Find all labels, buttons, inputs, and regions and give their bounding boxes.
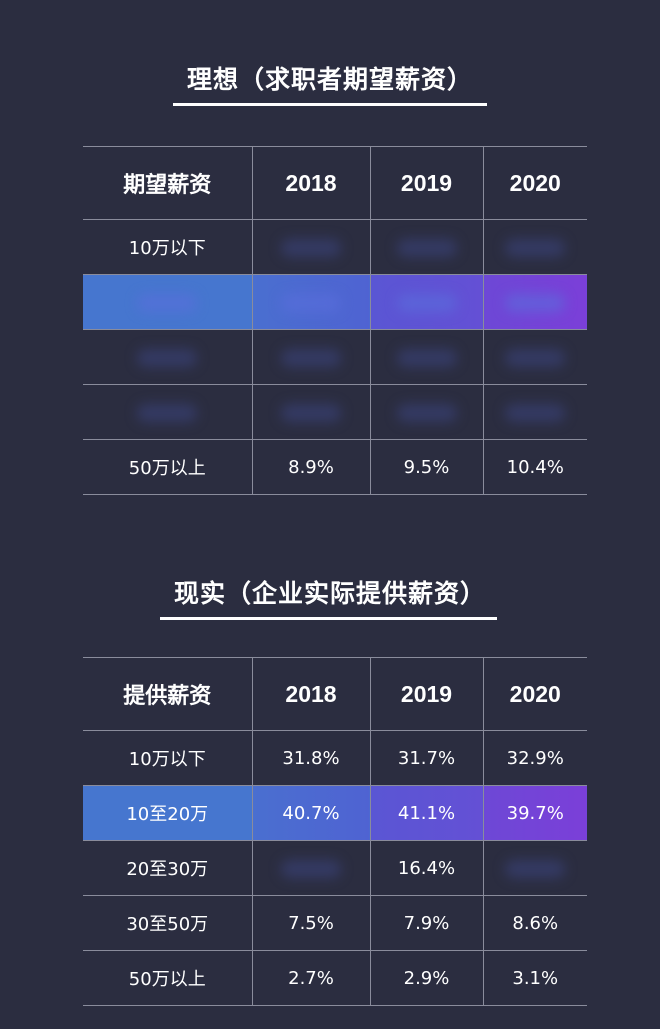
table-row-highlight: 10至20万 40.7% 41.1% 39.7%: [83, 785, 587, 841]
cell-value: 8.6%: [483, 895, 587, 951]
row-label: 10万以下: [83, 730, 253, 786]
cell-value: 3.1%: [483, 950, 587, 1006]
row-label: 10至20万: [83, 785, 253, 841]
table-row: 30至50万 7.5% 7.9% 8.6%: [83, 895, 587, 951]
table-row-highlight: [83, 274, 587, 330]
cell-value: 7.5%: [252, 895, 371, 951]
cell-value: 39.7%: [483, 785, 587, 841]
column-header-2020: 2020: [483, 657, 587, 731]
cell-value: 40.7%: [252, 785, 371, 841]
blurred-cell: [252, 840, 371, 896]
cell-value: 8.9%: [252, 439, 371, 495]
cell-value: 16.4%: [370, 840, 484, 896]
blurred-cell: [370, 219, 484, 275]
reality-salary-table: 提供薪资 2018 2019 2020 10万以下 31.8% 31.7% 32…: [83, 657, 587, 1006]
table-row: [83, 384, 587, 440]
cell-value: 2.9%: [370, 950, 484, 1006]
cell-value: 7.9%: [370, 895, 484, 951]
row-label: 10万以下: [83, 219, 253, 275]
column-header-2020: 2020: [483, 146, 587, 220]
blurred-cell: [370, 274, 484, 330]
table-row: 20至30万 16.4%: [83, 840, 587, 896]
table-header-row: 提供薪资 2018 2019 2020: [83, 657, 587, 731]
blurred-cell: [370, 329, 484, 385]
blurred-cell: [483, 329, 587, 385]
column-header-2019: 2019: [370, 657, 484, 731]
column-header-2018: 2018: [252, 146, 371, 220]
table-header-row: 期望薪资 2018 2019 2020: [83, 146, 587, 220]
table-row: 50万以上 8.9% 9.5% 10.4%: [83, 439, 587, 495]
row-label: 20至30万: [83, 840, 253, 896]
cell-value: 9.5%: [370, 439, 484, 495]
row-label: 50万以上: [83, 439, 253, 495]
ideal-salary-table: 期望薪资 2018 2019 2020 10万以下 50万以上 8.9% 9.5…: [83, 146, 587, 495]
blurred-cell: [83, 329, 253, 385]
blurred-cell: [370, 384, 484, 440]
cell-value: 32.9%: [483, 730, 587, 786]
row-label: 30至50万: [83, 895, 253, 951]
blurred-cell: [483, 219, 587, 275]
cell-value: 10.4%: [483, 439, 587, 495]
section-title-ideal-underline: [173, 103, 487, 106]
row-label: 50万以上: [83, 950, 253, 1006]
section-title-reality-underline: [160, 617, 497, 620]
column-header-range: 期望薪资: [83, 146, 253, 220]
table-row: [83, 329, 587, 385]
section-title-reality: 现实（企业实际提供薪资）: [173, 579, 486, 608]
cell-value: 41.1%: [370, 785, 484, 841]
blurred-cell: [252, 384, 371, 440]
blurred-cell: [483, 274, 587, 330]
table-row: 10万以下 31.8% 31.7% 32.9%: [83, 730, 587, 786]
column-header-2018: 2018: [252, 657, 371, 731]
cell-value: 2.7%: [252, 950, 371, 1006]
table-row: 50万以上 2.7% 2.9% 3.1%: [83, 950, 587, 1006]
cell-value: 31.7%: [370, 730, 484, 786]
table-row: 10万以下: [83, 219, 587, 275]
blurred-cell: [483, 384, 587, 440]
column-header-range: 提供薪资: [83, 657, 253, 731]
blurred-cell: [83, 384, 253, 440]
blurred-cell: [252, 219, 371, 275]
blurred-cell: [252, 329, 371, 385]
section-title-ideal: 理想（求职者期望薪资）: [186, 65, 473, 94]
blurred-cell: [83, 274, 253, 330]
blurred-cell: [483, 840, 587, 896]
column-header-2019: 2019: [370, 146, 484, 220]
blurred-cell: [252, 274, 371, 330]
cell-value: 31.8%: [252, 730, 371, 786]
